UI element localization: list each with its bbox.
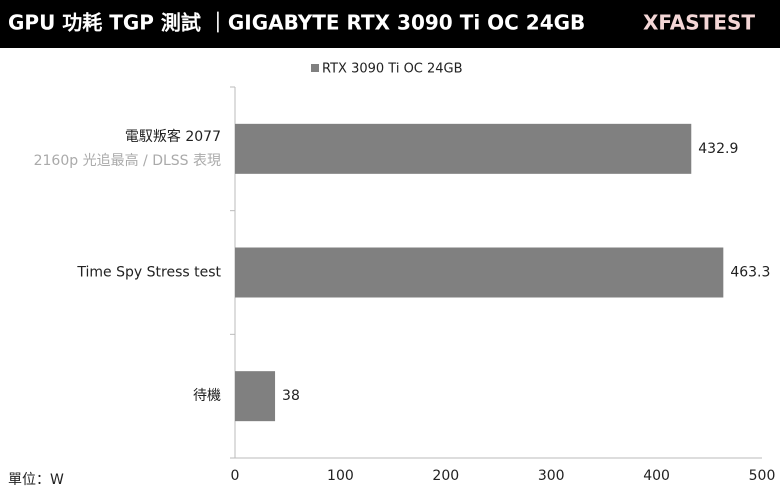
x-tick-label: 100 bbox=[327, 468, 354, 484]
x-tick-label: 0 bbox=[231, 468, 240, 484]
y-tick-label: 電馭叛客 2077 bbox=[125, 128, 221, 145]
y-tick-label: Time Spy Stress test bbox=[76, 265, 221, 281]
legend-swatch bbox=[311, 64, 319, 72]
value-label: 432.9 bbox=[698, 141, 738, 157]
unit-label: 單位：W bbox=[8, 472, 64, 487]
bar bbox=[235, 247, 724, 298]
x-tick-label: 400 bbox=[643, 468, 670, 484]
bar bbox=[235, 123, 692, 174]
value-label: 38 bbox=[282, 388, 300, 404]
value-label: 463.3 bbox=[730, 265, 770, 281]
x-tick-label: 500 bbox=[749, 468, 776, 484]
header-band bbox=[0, 0, 780, 48]
bar bbox=[235, 371, 276, 422]
brand: XFASTEST bbox=[643, 11, 755, 35]
y-tick-label: 待機 bbox=[193, 388, 221, 404]
chart-title: GPU 功耗 TGP 測試 ｜GIGABYTE RTX 3090 Ti OC 2… bbox=[8, 11, 585, 35]
legend-label: RTX 3090 Ti OC 24GB bbox=[322, 62, 463, 77]
category-note: 2160p 光追最高 / DLSS 表現 bbox=[34, 152, 221, 169]
x-tick-label: 200 bbox=[432, 468, 459, 484]
x-tick-label: 300 bbox=[538, 468, 565, 484]
